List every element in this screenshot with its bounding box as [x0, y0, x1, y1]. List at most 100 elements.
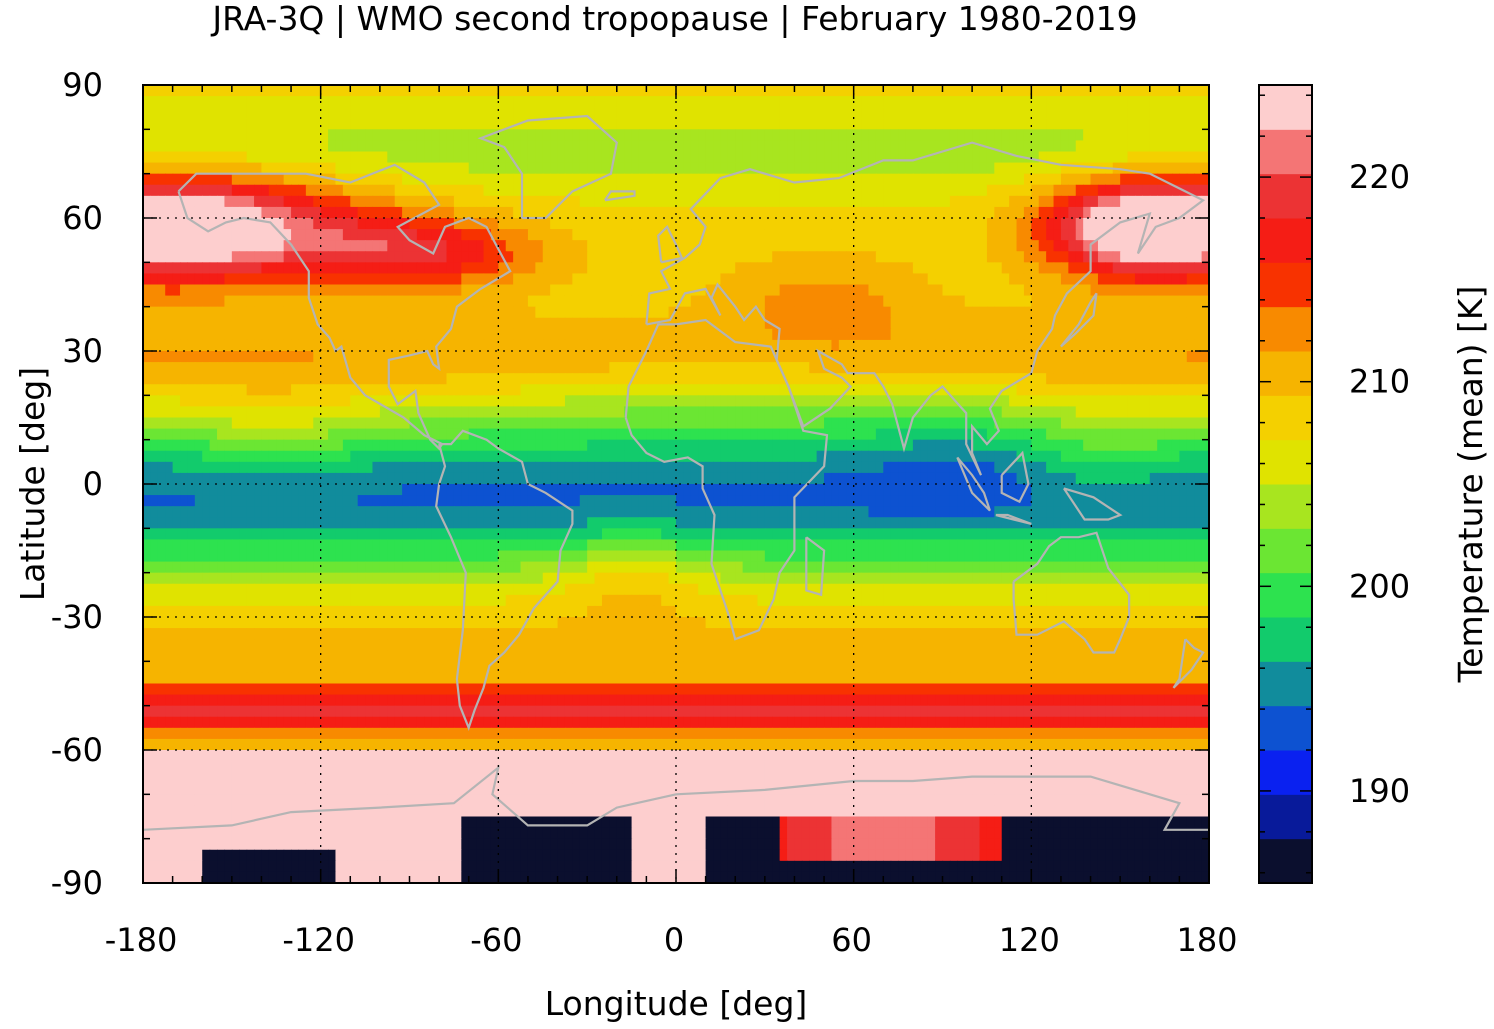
heat-cell	[949, 306, 958, 319]
heat-cell	[905, 362, 914, 374]
heat-cell	[838, 85, 847, 97]
heat-cell	[439, 240, 448, 252]
heat-cell	[838, 273, 847, 286]
heat-cell	[868, 218, 877, 230]
heat-cell	[942, 362, 951, 374]
heat-cell	[1031, 339, 1040, 352]
heat-cell	[1053, 107, 1062, 119]
heat-cell	[935, 339, 944, 352]
heat-cell	[742, 218, 751, 230]
heat-cell	[594, 140, 603, 153]
heat-cell	[490, 184, 499, 197]
heat-cell	[1149, 306, 1158, 319]
heat-cell	[646, 96, 655, 108]
heat-cell	[587, 173, 596, 186]
heat-cell	[520, 184, 529, 197]
heat-cell	[720, 439, 729, 452]
heat-cell	[209, 140, 218, 153]
heat-cell	[1179, 362, 1188, 374]
heat-cell	[912, 218, 921, 230]
heat-cell	[416, 428, 425, 441]
heat-cell	[298, 428, 307, 441]
heat-cell	[638, 339, 647, 352]
heat-cell	[764, 406, 773, 419]
heat-cell	[187, 439, 196, 452]
heat-cell	[246, 417, 255, 430]
heat-cell	[409, 251, 418, 263]
heat-cell	[468, 284, 477, 297]
heat-cell	[631, 173, 640, 186]
heat-cell	[313, 306, 322, 319]
heat-cell	[483, 339, 492, 352]
heat-cell	[157, 173, 166, 186]
heat-cell	[1201, 151, 1209, 164]
heat-cell	[453, 428, 462, 441]
heat-cell	[757, 317, 766, 330]
heat-cell	[1149, 162, 1158, 175]
heat-cell	[624, 362, 633, 374]
heat-cell	[661, 362, 670, 374]
heat-cell	[824, 306, 833, 319]
heat-cell	[720, 107, 729, 119]
heat-cell	[254, 262, 263, 275]
heat-cell	[180, 118, 189, 130]
heat-cell	[1060, 85, 1069, 97]
heat-cell	[1201, 295, 1209, 308]
heat-cell	[1194, 129, 1203, 142]
heat-cell	[579, 406, 588, 419]
heat-cell	[379, 406, 388, 419]
heat-cell	[979, 195, 988, 208]
heat-cell	[601, 450, 610, 463]
heat-cell	[298, 173, 307, 186]
heat-cell	[328, 284, 337, 297]
heat-cell	[779, 373, 788, 385]
heat-cell	[328, 262, 337, 275]
heat-cell	[416, 284, 425, 297]
heat-cell	[638, 406, 647, 419]
heat-cell	[1194, 251, 1203, 263]
heat-cell	[394, 317, 403, 330]
heat-cell	[1053, 173, 1062, 186]
heat-cell	[291, 328, 300, 341]
heat-cell	[883, 118, 892, 130]
heat-cell	[505, 328, 514, 341]
heat-cell	[964, 85, 973, 97]
heat-cell	[750, 384, 759, 396]
heat-cell	[350, 362, 359, 374]
heat-cell	[601, 162, 610, 175]
heat-cell	[365, 295, 374, 308]
heat-cell	[483, 195, 492, 208]
heat-cell	[838, 240, 847, 252]
heat-cell	[1149, 129, 1158, 142]
heat-cell	[653, 240, 662, 252]
heat-cell	[1046, 317, 1055, 330]
heat-cell	[1186, 118, 1195, 130]
heat-cell	[1105, 339, 1114, 352]
heat-cell	[335, 417, 344, 430]
heat-cell	[542, 240, 551, 252]
heat-cell	[150, 107, 159, 119]
heat-cell	[942, 107, 951, 119]
heat-cell	[372, 206, 381, 219]
heat-cell	[180, 317, 189, 330]
heat-cell	[772, 184, 781, 197]
heat-cell	[824, 162, 833, 175]
heat-cell	[1083, 284, 1092, 297]
heat-cell	[1149, 384, 1158, 396]
heat-cell	[801, 450, 810, 463]
heat-cell	[816, 317, 825, 330]
heat-cell	[846, 373, 855, 385]
heat-cell	[875, 162, 884, 175]
heat-cell	[335, 461, 344, 474]
heat-cell	[653, 450, 662, 463]
heat-cell	[520, 284, 529, 297]
heat-cell	[1016, 362, 1025, 374]
heat-cell	[328, 229, 337, 241]
heat-cell	[772, 439, 781, 452]
heat-cell	[831, 140, 840, 153]
heat-cell	[883, 85, 892, 97]
heat-cell	[1075, 273, 1084, 286]
heat-cell	[764, 273, 773, 286]
heat-cell	[824, 229, 833, 241]
heat-cell	[713, 317, 722, 330]
